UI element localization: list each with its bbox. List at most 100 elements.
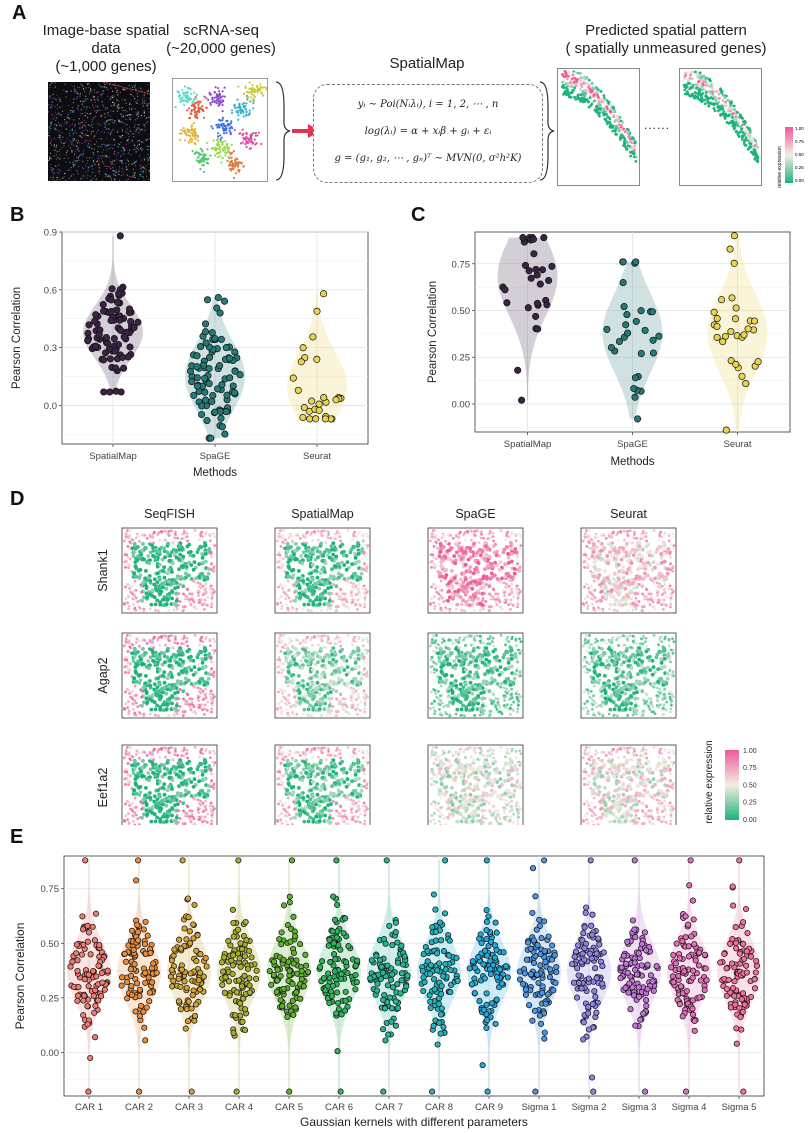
spatial-cell xyxy=(471,550,476,555)
spatial-cell xyxy=(665,571,670,576)
spatial-cell xyxy=(132,541,137,546)
tissue-cell xyxy=(85,108,87,110)
tissue-cell xyxy=(112,101,114,103)
tissue-cell xyxy=(111,137,113,139)
spatial-cell xyxy=(122,644,126,648)
tissue-cell xyxy=(149,102,150,104)
spatial-cell xyxy=(201,593,205,597)
spatial-cell xyxy=(652,605,656,609)
umap-cell xyxy=(252,132,255,135)
spatial-cell xyxy=(128,662,132,666)
predicted-cell xyxy=(582,82,585,85)
umap-cell xyxy=(237,85,240,88)
spatial-cell xyxy=(671,532,674,536)
predicted-cell xyxy=(724,113,728,117)
tissue-cell xyxy=(58,97,60,99)
predicted-cell xyxy=(564,71,568,75)
tissue-cell xyxy=(143,97,145,99)
spatial-cell xyxy=(203,598,207,602)
tissue-cell xyxy=(55,118,57,120)
spatial-cell xyxy=(203,608,206,611)
tissue-cell xyxy=(127,178,129,180)
tissue-cell xyxy=(121,135,123,137)
spatial-cell xyxy=(616,577,621,582)
spatial-cell xyxy=(334,532,338,536)
tissue-cell xyxy=(101,131,103,133)
spatial-cell xyxy=(167,634,171,638)
spatial-cell xyxy=(198,538,201,542)
predicted-pattern-2-drawing xyxy=(682,70,760,163)
spatial-cell xyxy=(637,552,642,557)
spatial-cell xyxy=(280,604,284,608)
umap-cell xyxy=(218,126,221,129)
spatial-cell xyxy=(275,539,279,543)
umap-cell xyxy=(229,160,232,163)
tissue-cell xyxy=(61,125,63,127)
umap-cell xyxy=(259,83,262,86)
spatial-cell xyxy=(300,561,305,566)
spatial-cell xyxy=(337,535,341,539)
tissue-cell xyxy=(61,147,63,149)
spatial-cell xyxy=(212,569,215,573)
tissue-cell xyxy=(114,119,116,121)
tissue-cell xyxy=(109,83,111,85)
tissue-cell xyxy=(110,161,112,163)
panel-label-a: A xyxy=(12,2,27,24)
spatial-cell xyxy=(591,550,596,554)
spatial-cell xyxy=(357,532,361,536)
tissue-cell xyxy=(104,173,106,175)
tissue-cell xyxy=(130,104,132,106)
umap-cell xyxy=(236,109,239,112)
spatial-cell xyxy=(209,584,213,588)
spatial-cell xyxy=(587,587,590,590)
umap-cell xyxy=(191,101,194,105)
panel-label-b: B xyxy=(10,204,25,226)
spatial-cell xyxy=(616,531,620,535)
data-point xyxy=(99,301,107,309)
tissue-cell xyxy=(89,93,91,95)
spatial-cell xyxy=(127,536,131,540)
spatial-cell xyxy=(299,576,304,580)
umap-cell xyxy=(193,91,196,94)
tissue-cell xyxy=(69,147,71,149)
spatial-cell xyxy=(618,545,623,550)
data-point xyxy=(299,344,307,352)
spatial-cell xyxy=(655,591,659,595)
tissue-cell xyxy=(129,102,131,104)
umap-cell xyxy=(227,149,230,152)
spatial-cell xyxy=(196,686,200,690)
tissue-cell xyxy=(112,90,114,92)
spatial-cell xyxy=(637,600,641,603)
tissue-cell xyxy=(113,153,115,155)
y-tick-label: 0.25 xyxy=(452,353,471,364)
spatial-cell xyxy=(153,530,156,534)
umap-cell xyxy=(215,152,218,155)
tissue-cell xyxy=(121,136,123,138)
tissue-cell xyxy=(126,123,128,125)
tissue-cell xyxy=(87,83,89,85)
tissue-cell xyxy=(145,139,147,141)
tissue-cell xyxy=(106,138,108,140)
tissue-cell xyxy=(111,147,113,149)
scrna-title-line2: (~20,000 genes) xyxy=(166,40,276,57)
scrna-umap-image xyxy=(172,75,268,182)
predicted-cell xyxy=(740,134,744,138)
umap-cell xyxy=(252,100,255,103)
spatial-cell xyxy=(458,541,461,545)
spatial-cell xyxy=(157,531,161,535)
umap-cell xyxy=(248,100,251,103)
predicted-cell xyxy=(753,141,757,144)
predicted-cell xyxy=(571,85,574,89)
umap-cell xyxy=(209,93,213,96)
umap-cell xyxy=(230,120,233,123)
umap-cell xyxy=(224,151,227,154)
spatial-cell xyxy=(615,571,619,576)
tissue-cell xyxy=(148,116,150,118)
tissue-cell xyxy=(133,136,135,138)
umap-cell xyxy=(217,142,220,145)
tissue-cell xyxy=(54,98,56,100)
spatial-cell xyxy=(582,560,586,564)
tissue-cell xyxy=(85,171,87,173)
spatial-cell xyxy=(631,534,635,538)
spatial-cell xyxy=(640,554,645,559)
